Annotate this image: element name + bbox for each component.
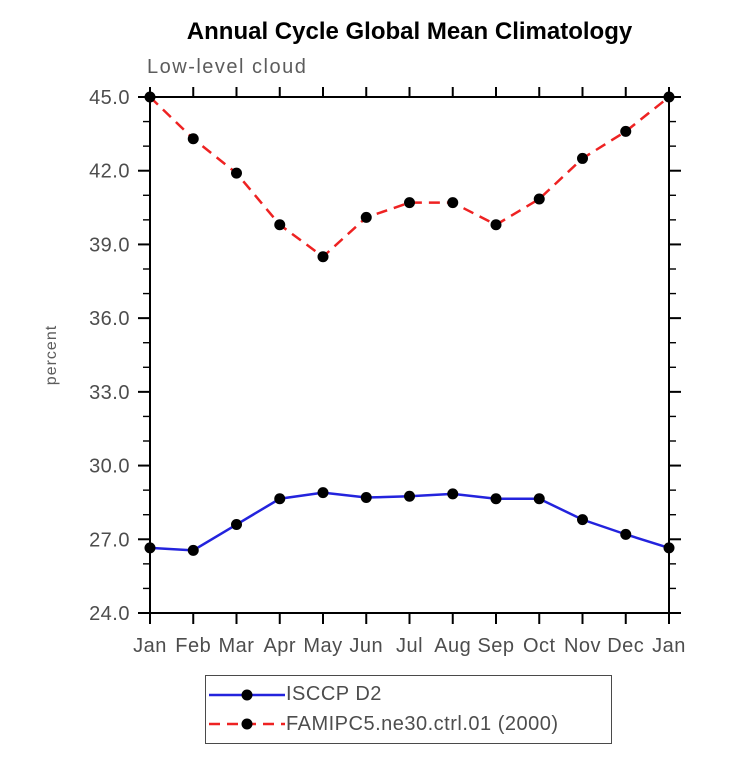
svg-text:36.0: 36.0 <box>89 308 130 330</box>
legend-label-isccp-d2: ISCCP D2 <box>286 683 382 706</box>
svg-text:Jan: Jan <box>652 635 686 657</box>
svg-text:Jun: Jun <box>349 635 383 657</box>
svg-text:Oct: Oct <box>523 635 556 657</box>
svg-text:24.0: 24.0 <box>89 603 130 625</box>
legend-item-famipc5: FAMIPC5.ne30.ctrl.01 (2000) <box>208 713 611 736</box>
chart-subtitle: Low-level cloud <box>147 56 308 78</box>
svg-text:Nov: Nov <box>564 635 601 657</box>
svg-text:Jan: Jan <box>133 635 167 657</box>
svg-text:30.0: 30.0 <box>89 456 130 478</box>
svg-text:Apr: Apr <box>263 635 296 657</box>
svg-text:27.0: 27.0 <box>89 529 130 551</box>
legend-item-isccp-d2: ISCCP D2 <box>208 683 611 706</box>
svg-text:Dec: Dec <box>607 635 644 657</box>
svg-text:39.0: 39.0 <box>89 234 130 256</box>
chart-title: Annual Cycle Global Mean Climatology <box>186 18 633 45</box>
svg-text:Mar: Mar <box>219 635 255 657</box>
legend-label-famipc5: FAMIPC5.ne30.ctrl.01 (2000) <box>286 712 559 735</box>
svg-text:45.0: 45.0 <box>89 87 130 109</box>
svg-text:Aug: Aug <box>434 635 471 657</box>
legend-line-sample-solid <box>209 689 285 701</box>
legend: ISCCP D2 FAMIPC5.ne30.ctrl.01 (2000) <box>205 675 612 744</box>
svg-text:Feb: Feb <box>175 635 211 657</box>
svg-text:Jul: Jul <box>396 635 423 657</box>
svg-text:May: May <box>303 635 342 657</box>
svg-text:33.0: 33.0 <box>89 382 130 404</box>
legend-line-sample-dashed <box>209 718 285 730</box>
svg-text:42.0: 42.0 <box>89 161 130 183</box>
svg-text:Sep: Sep <box>477 635 514 657</box>
